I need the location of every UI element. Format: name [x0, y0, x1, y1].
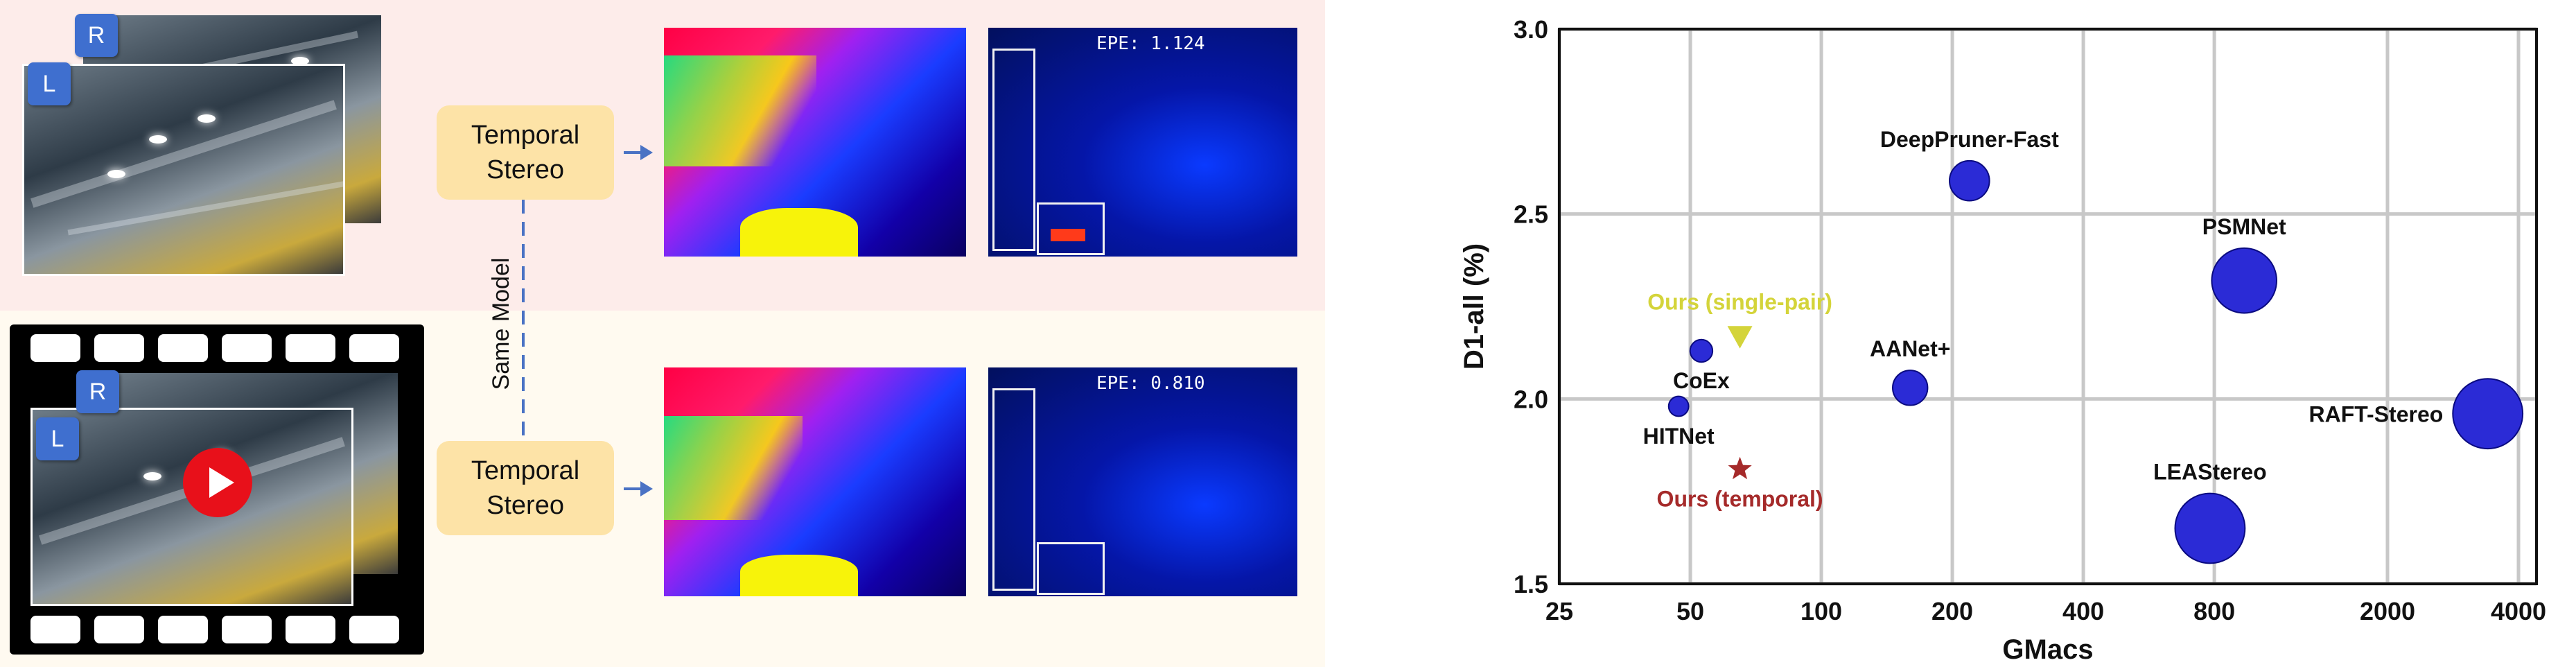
left-view-image-bottom: [30, 408, 353, 606]
scatter-chart: 25 50 100 200 400 800 2000 4000 1.5 2.0 2.5 3.0 Dee…: [1459, 15, 2546, 665]
x-tick-label: 200: [1931, 597, 1973, 625]
epe-bottom: EPE: 0.810: [1096, 373, 1205, 394]
point-ours-single-pair: [1727, 326, 1753, 349]
tick-layer: 25 50 100 200 400 800 2000 4000 1.5 2.0 2.5 3.0: [1514, 15, 2546, 625]
temporal-stereo-box-bottom: Temporal Stereo: [437, 441, 614, 535]
point-hitnet: [1667, 395, 1690, 417]
arrow-bottom-shaft: [624, 487, 642, 490]
label-ours-single-pair: Ours (single-pair): [1647, 290, 1832, 315]
point-aanet: [1892, 370, 1929, 406]
label-psmnet: PSMNet: [2202, 214, 2286, 239]
y-tick-label: 1.5: [1514, 570, 1548, 598]
label-leastereo: LEAStereo: [2153, 460, 2267, 485]
point-coex: [1689, 338, 1714, 363]
label-layer: DeepPruner-Fast PSMNet AANet+ CoEx HITNet RAF…: [1643, 127, 2444, 512]
play-icon: [183, 448, 252, 517]
x-tick-label: 4000: [2491, 597, 2546, 625]
same-model-connector: [522, 200, 525, 441]
point-psmnet: [2211, 247, 2278, 314]
point-ours-temporal: [1728, 456, 1752, 480]
x-tick-label: 50: [1676, 597, 1704, 625]
plot-frame: [1558, 28, 2538, 585]
label-aanet: AANet+: [1870, 336, 1950, 361]
label-raft-stereo: RAFT-Stereo: [2308, 402, 2443, 427]
y-tick-label: 2.0: [1514, 385, 1548, 413]
arrow-top-head: [640, 145, 653, 160]
point-raft-stereo: [2452, 378, 2524, 450]
right-view-badge-top: R: [75, 14, 118, 57]
epe-top: EPE: 1.124: [1096, 33, 1205, 54]
left-view-badge-bottom: L: [36, 417, 79, 460]
error-map-bottom: EPE: 0.810: [988, 367, 1297, 596]
label-coex: CoEx: [1673, 368, 1730, 393]
point-layer: [1667, 159, 2524, 564]
temporal-stereo-box-top: Temporal Stereo: [437, 105, 614, 200]
point-deeppruner-fast: [1949, 159, 1990, 202]
y-axis-label: D1-all (%): [1459, 243, 1489, 370]
x-tick-label: 25: [1545, 597, 1573, 625]
disparity-map-bottom: [664, 367, 966, 596]
y-tick-label: 3.0: [1514, 15, 1548, 44]
point-leastereo: [2174, 492, 2246, 564]
label-ours-temporal: Ours (temporal): [1657, 487, 1823, 512]
disparity-map-top: [664, 28, 966, 257]
label-deeppruner-fast: DeepPruner-Fast: [1880, 127, 2059, 152]
left-view-image-top: [22, 64, 345, 276]
left-view-badge-top: L: [28, 62, 71, 105]
same-model-label: Same Model: [487, 257, 514, 390]
right-view-badge-bottom: R: [76, 370, 119, 413]
y-tick-label: 2.5: [1514, 200, 1548, 229]
arrow-bottom-head: [640, 481, 653, 496]
x-tick-label: 100: [1800, 597, 1842, 625]
x-tick-label: 2000: [2360, 597, 2415, 625]
arrow-top-shaft: [624, 151, 642, 154]
film-strip: R L: [10, 324, 424, 655]
x-tick-label: 400: [2062, 597, 2104, 625]
x-axis-label: GMacs: [2002, 634, 2093, 665]
label-hitnet: HITNet: [1643, 424, 1715, 449]
error-map-top: EPE: 1.124: [988, 28, 1297, 257]
x-tick-label: 800: [2193, 597, 2235, 625]
